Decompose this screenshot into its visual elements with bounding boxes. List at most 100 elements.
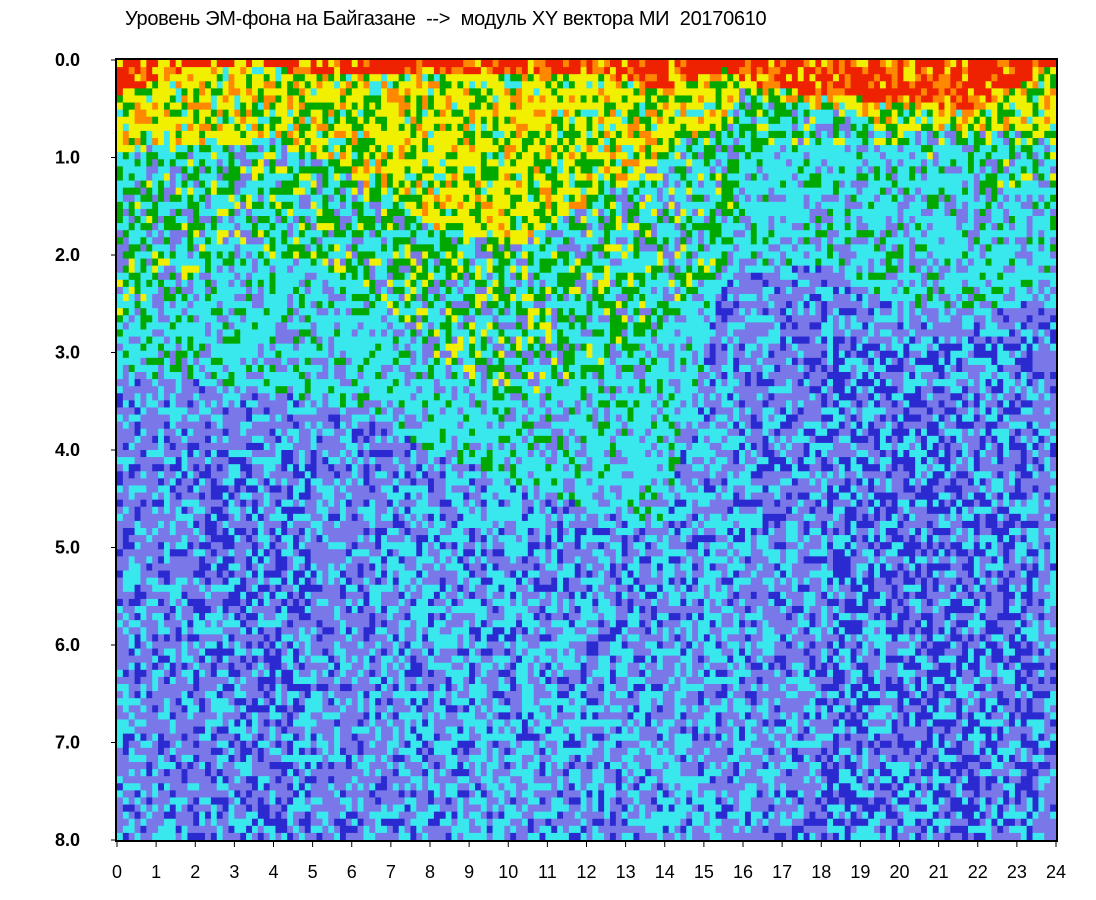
heatmap-cell xyxy=(117,301,124,309)
heatmap-cell xyxy=(251,294,259,302)
heatmap-cell xyxy=(146,535,153,543)
heatmap-cell xyxy=(222,272,229,281)
heatmap-cell xyxy=(246,74,253,82)
heatmap-cell xyxy=(228,450,235,458)
heatmap-cell xyxy=(205,88,212,96)
heatmap-cell xyxy=(199,109,206,118)
heatmap-cell xyxy=(222,435,229,444)
heatmap-cell xyxy=(240,216,247,224)
heatmap-cell xyxy=(304,435,312,444)
heatmap-cell xyxy=(334,208,341,217)
heatmap-cell xyxy=(369,315,376,323)
heatmap-cell xyxy=(345,364,353,373)
heatmap-cell xyxy=(246,272,253,281)
heatmap-cell xyxy=(263,428,270,437)
heatmap-cell xyxy=(240,294,247,302)
heatmap-cell xyxy=(140,386,147,394)
heatmap-cell xyxy=(146,450,153,458)
heatmap-cell xyxy=(181,563,188,571)
heatmap-cell xyxy=(351,88,359,96)
heatmap-cell xyxy=(187,81,194,89)
heatmap-cell xyxy=(275,613,282,621)
heatmap-cell xyxy=(304,584,312,593)
heatmap-cell xyxy=(304,818,312,827)
heatmap-cell xyxy=(240,194,247,203)
heatmap-cell xyxy=(328,804,335,813)
heatmap-cell xyxy=(128,67,136,75)
heatmap-cell xyxy=(128,797,136,805)
heatmap-cell xyxy=(369,109,376,118)
heatmap-cell xyxy=(263,258,270,267)
heatmap-cell xyxy=(251,492,259,501)
heatmap-cell xyxy=(240,230,247,238)
heatmap-cell xyxy=(351,194,359,203)
heatmap-cell xyxy=(205,513,212,522)
heatmap-cell xyxy=(240,60,247,68)
heatmap-cell xyxy=(216,655,224,664)
heatmap-cell xyxy=(140,230,147,238)
heatmap-cell xyxy=(181,336,188,345)
heatmap-cell xyxy=(134,634,141,642)
heatmap-cell xyxy=(293,464,300,472)
heatmap-cell xyxy=(304,591,312,600)
heatmap-cell xyxy=(146,832,153,841)
heatmap-cell xyxy=(187,315,194,323)
heatmap-cell xyxy=(175,223,182,231)
heatmap-cell xyxy=(310,606,317,614)
heatmap-cell xyxy=(375,194,382,203)
heatmap-cell xyxy=(340,754,347,763)
heatmap-cell xyxy=(340,442,347,451)
heatmap-cell xyxy=(304,506,312,515)
heatmap-cell xyxy=(375,81,382,89)
heatmap-cell xyxy=(181,350,188,359)
heatmap-cell xyxy=(128,123,136,132)
heatmap-cell xyxy=(134,769,141,777)
heatmap-cell xyxy=(293,60,300,68)
heatmap-cell xyxy=(181,655,188,664)
heatmap-cell xyxy=(134,825,141,834)
heatmap-cell xyxy=(251,620,259,628)
heatmap-cell xyxy=(369,705,376,713)
heatmap-cell xyxy=(140,506,147,515)
heatmap-cell xyxy=(140,286,147,295)
heatmap-cell xyxy=(269,535,276,543)
heatmap-cell xyxy=(234,102,241,111)
heatmap-cell xyxy=(240,832,247,841)
heatmap-cell xyxy=(251,811,259,820)
heatmap-cell xyxy=(134,386,141,394)
heatmap-cell xyxy=(205,336,212,345)
heatmap-cell xyxy=(263,244,270,252)
heatmap-cell xyxy=(163,691,171,699)
heatmap-cell xyxy=(228,138,235,146)
heatmap-cell xyxy=(240,208,247,217)
heatmap-cell xyxy=(140,471,147,479)
heatmap-cell xyxy=(193,485,200,493)
heatmap-cell xyxy=(316,570,323,579)
heatmap-cell xyxy=(181,400,188,408)
heatmap-cell xyxy=(216,669,224,678)
heatmap-cell xyxy=(146,159,153,167)
heatmap-cell xyxy=(210,542,218,550)
heatmap-cell xyxy=(128,492,136,501)
heatmap-cell xyxy=(281,818,288,827)
heatmap-cell xyxy=(181,783,188,791)
heatmap-cell xyxy=(298,613,306,621)
heatmap-cell xyxy=(240,705,247,713)
heatmap-cell xyxy=(328,386,335,394)
heatmap-cell xyxy=(128,584,136,593)
heatmap-cell xyxy=(263,152,270,160)
heatmap-cell xyxy=(228,726,235,735)
heatmap-cell xyxy=(269,769,276,777)
heatmap-cell xyxy=(187,301,194,309)
heatmap-cell xyxy=(152,825,159,834)
heatmap-cell xyxy=(199,251,206,259)
heatmap-cell xyxy=(357,407,364,415)
heatmap-cell xyxy=(122,691,130,699)
heatmap-cell xyxy=(216,698,224,706)
heatmap-cell xyxy=(293,194,300,203)
heatmap-cell xyxy=(146,542,153,550)
heatmap-cell xyxy=(257,187,265,196)
heatmap-cell xyxy=(257,81,265,89)
heatmap-cell xyxy=(293,315,300,323)
heatmap-cell xyxy=(199,535,206,543)
